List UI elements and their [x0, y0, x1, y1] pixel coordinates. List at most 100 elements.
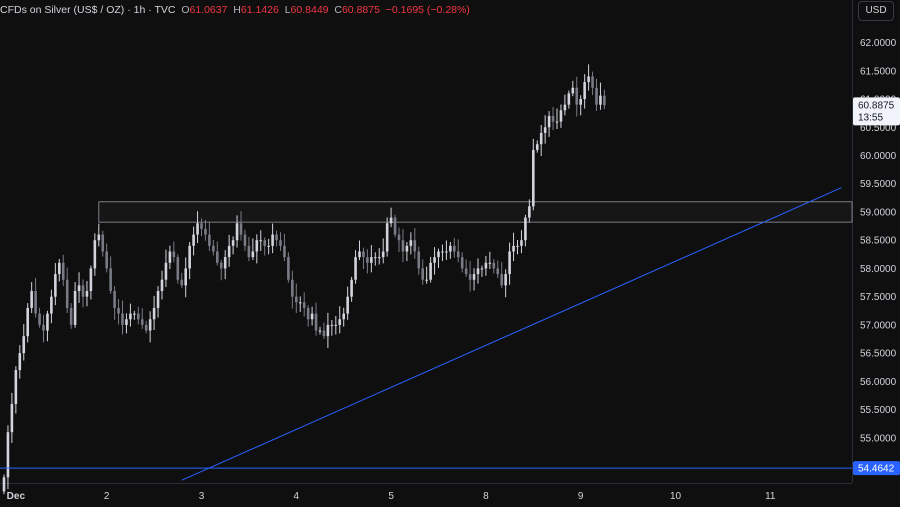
candle-body: [271, 234, 274, 246]
candle-body: [54, 274, 57, 297]
candle-body: [137, 313, 140, 320]
candle: [271, 223, 274, 254]
last-price-value: 60.8875: [858, 100, 895, 111]
candle: [389, 207, 393, 228]
candle: [46, 310, 49, 342]
symbol-name[interactable]: CFDs on Silver (US$ / OZ): [0, 4, 125, 16]
candle-body: [401, 240, 405, 252]
candle-body: [496, 268, 500, 275]
candle: [2, 474, 6, 495]
candle: [350, 276, 353, 302]
candle-body: [14, 370, 18, 404]
candle-body: [547, 115, 551, 128]
candle-body: [354, 257, 357, 280]
candle-body: [346, 296, 349, 314]
candle-body: [330, 324, 334, 326]
candle-body: [121, 313, 124, 325]
candle-body: [480, 268, 484, 270]
candle-body: [129, 313, 132, 320]
candle: [30, 282, 33, 314]
candle: [129, 303, 132, 327]
candle-body: [34, 291, 37, 314]
candle-body: [472, 274, 476, 280]
candle-body: [204, 228, 207, 235]
candle: [10, 392, 14, 443]
candle-body: [77, 285, 81, 292]
candle-body: [65, 279, 69, 308]
candle: [295, 283, 298, 314]
candle-body: [492, 262, 496, 269]
candle-body: [326, 324, 330, 337]
candle-body: [397, 234, 401, 241]
candle-body: [89, 268, 93, 292]
candle: [85, 281, 89, 307]
candle: [231, 236, 235, 255]
candle: [516, 239, 519, 255]
candle: [405, 242, 409, 262]
x-tick-label: 9: [578, 491, 584, 502]
candle-body: [524, 217, 527, 241]
candle-body: [283, 245, 286, 258]
x-tick-label: Dec: [7, 491, 26, 502]
candle: [488, 251, 492, 270]
candle: [551, 107, 555, 131]
candle-body: [358, 251, 361, 258]
candle-body: [468, 274, 472, 280]
candle: [587, 64, 590, 91]
candle-body: [366, 257, 369, 263]
last-price-tag: [853, 97, 900, 126]
candle-body: [212, 245, 215, 252]
candle-body: [148, 319, 152, 331]
candle-body: [176, 257, 180, 280]
candle: [595, 78, 598, 111]
candle: [239, 211, 243, 241]
candle-body: [362, 251, 365, 258]
candle: [196, 211, 199, 244]
currency-button[interactable]: USD: [858, 1, 894, 21]
candle: [370, 245, 373, 273]
candle: [468, 260, 472, 292]
candle: [50, 289, 53, 324]
candle-body: [381, 251, 385, 258]
candle: [374, 252, 377, 266]
candle: [77, 272, 81, 303]
y-tick-label: 56.5000: [860, 349, 897, 360]
candle-body: [172, 251, 176, 258]
candle-body: [85, 291, 89, 297]
candle-body: [476, 268, 480, 275]
candle-body: [113, 291, 116, 308]
candle: [42, 314, 45, 343]
candle-body: [101, 234, 105, 252]
candle: [480, 265, 484, 277]
candle: [306, 305, 310, 327]
candle-body: [97, 234, 101, 241]
candle: [168, 245, 172, 270]
candle: [555, 108, 559, 129]
candle-body: [160, 279, 164, 292]
y-tick-label: 60.5000: [860, 123, 897, 134]
candle: [26, 303, 29, 343]
candle: [18, 345, 22, 379]
candle-body: [409, 240, 413, 246]
high-key: H: [233, 4, 241, 16]
bar-countdown: 13:55: [858, 112, 883, 123]
candle-body: [559, 110, 563, 122]
candle-body: [208, 234, 211, 246]
candle-body: [61, 262, 65, 280]
candle-body: [575, 87, 579, 105]
candle-body: [196, 223, 199, 235]
interval-label[interactable]: 1h: [133, 4, 146, 16]
y-tick-label: 61.5000: [860, 66, 897, 77]
candle: [456, 239, 460, 263]
candle: [101, 230, 105, 257]
candle: [539, 124, 543, 157]
y-tick-label: 57.0000: [860, 320, 897, 331]
y-tick-label: 59.0000: [860, 207, 897, 218]
candle: [38, 307, 41, 328]
candle-body: [405, 245, 409, 252]
x-tick-label: 11: [765, 491, 776, 502]
y-tick-label: 55.0000: [860, 433, 897, 444]
candle-body: [223, 257, 227, 269]
candle: [397, 227, 401, 253]
